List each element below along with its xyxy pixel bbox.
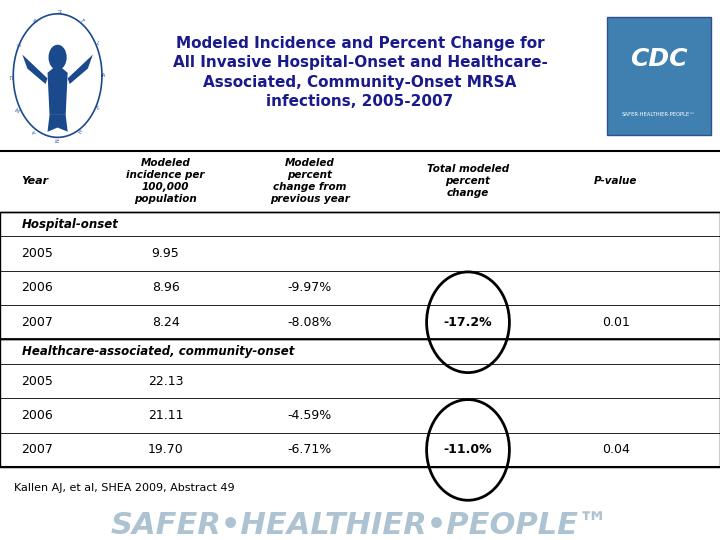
Polygon shape — [22, 55, 48, 84]
Bar — [0, 212, 720, 340]
Text: Kallen AJ, et al, SHEA 2009, Abstract 49: Kallen AJ, et al, SHEA 2009, Abstract 49 — [14, 483, 235, 492]
Text: U: U — [9, 73, 13, 78]
Text: -8.08%: -8.08% — [287, 316, 332, 329]
Text: 21.11: 21.11 — [148, 409, 184, 422]
Text: T: T — [78, 17, 84, 22]
Text: Hospital-onset: Hospital-onset — [22, 218, 119, 231]
Text: A: A — [32, 129, 37, 134]
Text: 0.01: 0.01 — [602, 316, 629, 329]
Text: P-value: P-value — [594, 177, 637, 186]
Text: SAFER•HEALTHIER•PEOPLE™: SAFER•HEALTHIER•PEOPLE™ — [111, 511, 609, 540]
Text: H: H — [14, 40, 20, 46]
Text: 2006: 2006 — [22, 409, 53, 422]
Text: -17.2%: -17.2% — [444, 316, 492, 329]
Text: H: H — [78, 129, 84, 134]
Text: 9.95: 9.95 — [152, 247, 179, 260]
Text: SAFER·HEALTHIER·PEOPLE™: SAFER·HEALTHIER·PEOPLE™ — [622, 112, 696, 117]
Text: E: E — [95, 105, 100, 111]
Text: Healthcare-associated, community-onset: Healthcare-associated, community-onset — [22, 345, 294, 358]
Text: 8.24: 8.24 — [152, 316, 179, 329]
Text: 2006: 2006 — [22, 281, 53, 294]
Text: -4.59%: -4.59% — [287, 409, 332, 422]
Text: Year: Year — [22, 177, 49, 186]
Text: H: H — [55, 9, 60, 13]
Text: 2005: 2005 — [22, 247, 53, 260]
Text: 22.13: 22.13 — [148, 375, 184, 388]
Text: -6.71%: -6.71% — [287, 443, 332, 456]
Text: 19.70: 19.70 — [148, 443, 184, 456]
Text: CDC: CDC — [630, 47, 688, 71]
Text: -9.97%: -9.97% — [287, 281, 332, 294]
Text: 2005: 2005 — [22, 375, 53, 388]
Text: L: L — [95, 40, 100, 46]
Text: Modeled
incidence per
100,000
population: Modeled incidence per 100,000 population — [126, 158, 205, 205]
Text: &: & — [31, 17, 37, 23]
Bar — [607, 17, 711, 134]
Circle shape — [48, 45, 67, 70]
Text: 0.04: 0.04 — [602, 443, 629, 456]
Text: Modeled
percent
change from
previous year: Modeled percent change from previous yea… — [270, 158, 349, 205]
Text: 8.96: 8.96 — [152, 281, 179, 294]
Polygon shape — [68, 55, 93, 84]
Bar — [0, 340, 720, 467]
Text: 2007: 2007 — [22, 443, 53, 456]
Text: Modeled Incidence and Percent Change for
All Invasive Hospital-Onset and Healthc: Modeled Incidence and Percent Change for… — [173, 36, 547, 109]
Text: M: M — [14, 105, 21, 111]
Text: -11.0%: -11.0% — [444, 443, 492, 456]
Polygon shape — [48, 115, 68, 132]
Text: A: A — [102, 73, 106, 78]
Polygon shape — [48, 64, 68, 115]
Text: N: N — [55, 138, 60, 142]
Text: Total modeled
percent
change: Total modeled percent change — [427, 165, 509, 199]
Text: 2007: 2007 — [22, 316, 53, 329]
